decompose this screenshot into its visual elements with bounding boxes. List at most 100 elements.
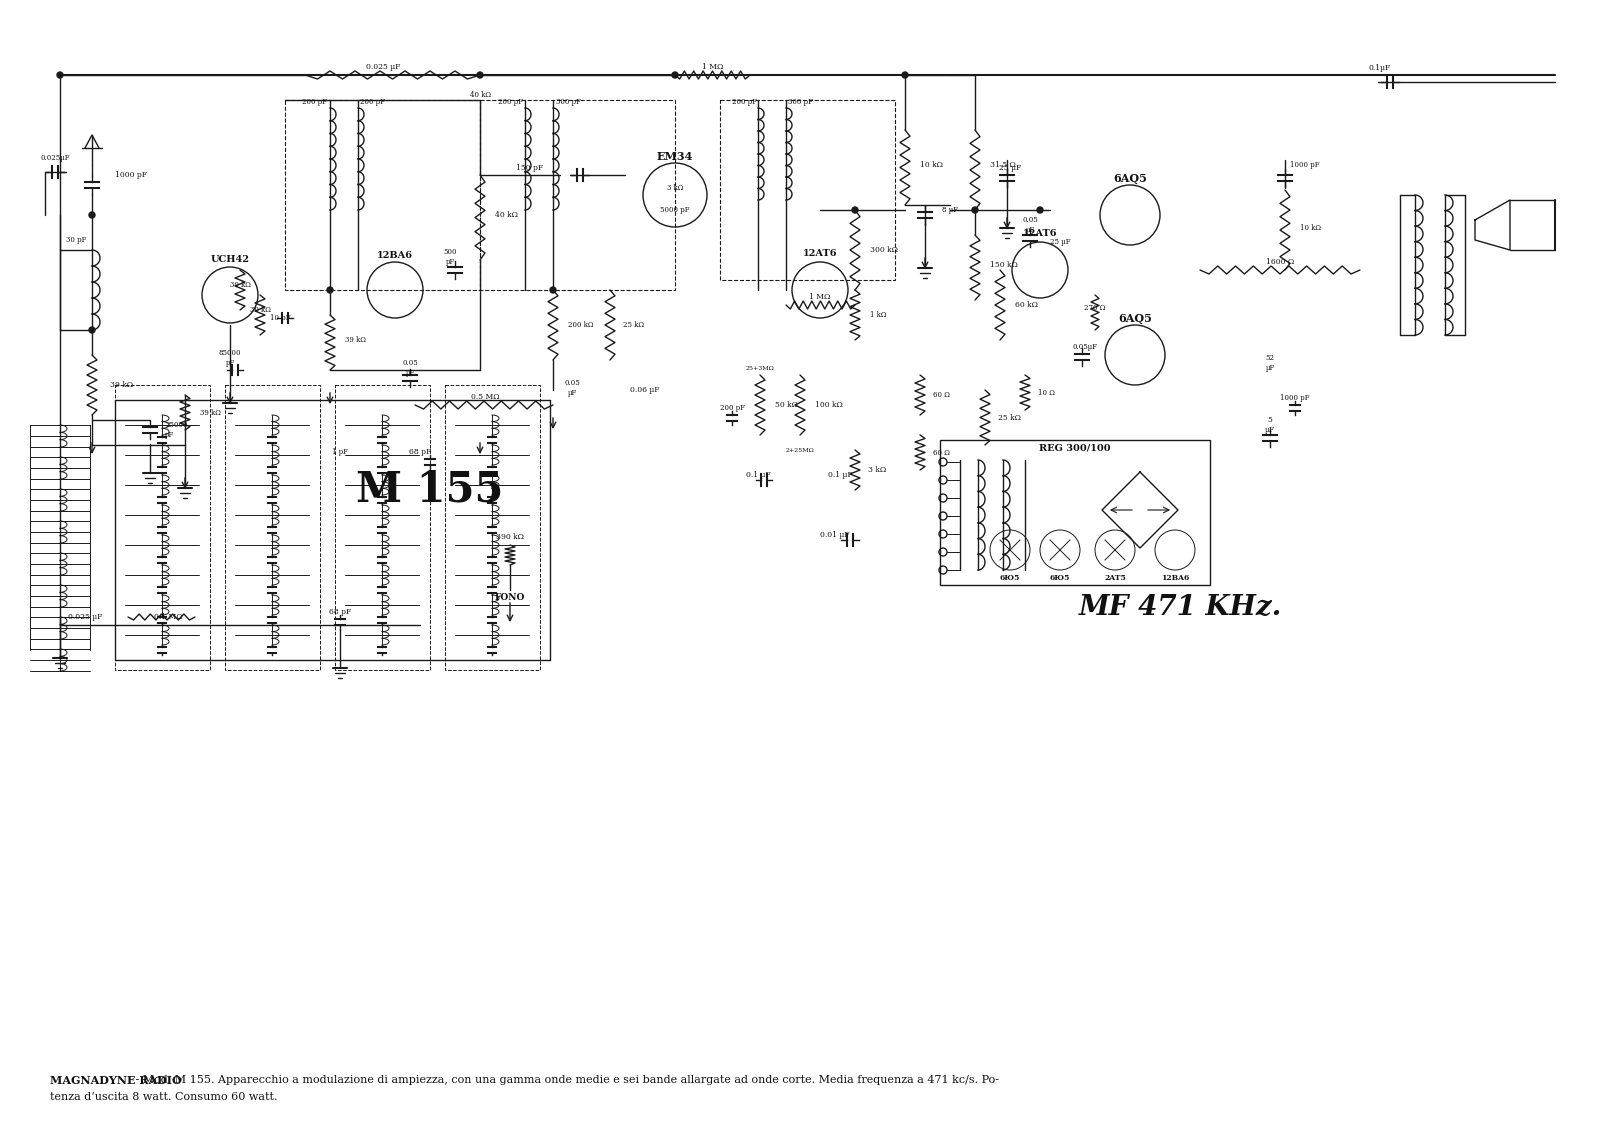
Circle shape [1037, 207, 1043, 213]
Text: 0.025µF: 0.025µF [40, 154, 70, 162]
Text: 60 Ω: 60 Ω [933, 391, 950, 399]
Text: 500
pF: 500 pF [443, 249, 456, 266]
Text: 25 µF: 25 µF [1050, 238, 1070, 247]
Text: 39 kΩ: 39 kΩ [110, 381, 133, 389]
Text: 85000
pF: 85000 pF [219, 349, 242, 366]
Text: REG 300/100: REG 300/100 [1038, 443, 1110, 452]
Text: 12AT6: 12AT6 [1022, 228, 1058, 238]
Text: 6AQ5: 6AQ5 [1118, 312, 1152, 323]
Text: 0.06 µF: 0.06 µF [630, 386, 659, 394]
Text: 8 µF: 8 µF [942, 206, 958, 214]
Text: 0.1µF: 0.1µF [1370, 64, 1390, 72]
Text: 270 Ω: 270 Ω [1085, 304, 1106, 312]
Text: 39 kΩ: 39 kΩ [200, 409, 221, 417]
Text: 1000 pF: 1000 pF [115, 171, 147, 179]
Circle shape [58, 72, 62, 78]
Text: 0.025 µF: 0.025 µF [67, 613, 102, 621]
Circle shape [672, 72, 678, 78]
Text: 300 pF: 300 pF [787, 98, 813, 106]
Text: 200 kΩ: 200 kΩ [568, 321, 594, 329]
Text: 6Ю5: 6Ю5 [1000, 575, 1021, 582]
Text: 25 µF: 25 µF [998, 164, 1021, 172]
Text: 12AT6: 12AT6 [803, 249, 837, 258]
Text: 6AQ5: 6AQ5 [1114, 173, 1147, 183]
Text: 200 pF: 200 pF [360, 98, 384, 106]
Text: 68 pF: 68 pF [410, 448, 430, 456]
Bar [480, 100, 675, 290]
Bar [941, 440, 1210, 585]
Text: 39 kΩ: 39 kΩ [346, 336, 366, 344]
Text: 2+25MΩ: 2+25MΩ [786, 448, 814, 452]
Text: 30 pF: 30 pF [66, 236, 86, 244]
Text: 1 MΩ: 1 MΩ [702, 63, 723, 71]
Text: 1 MΩ: 1 MΩ [810, 293, 830, 301]
Text: 50 kΩ: 50 kΩ [774, 402, 798, 409]
Text: 5
µF: 5 µF [1266, 416, 1275, 433]
Text: 0.5 MΩ: 0.5 MΩ [470, 392, 499, 402]
Text: 30 kΩ: 30 kΩ [250, 307, 270, 314]
Text: 0.1 µF: 0.1 µF [746, 470, 770, 480]
Text: 300 kΩ: 300 kΩ [870, 247, 898, 254]
Circle shape [90, 211, 94, 218]
Text: 10 kΩ: 10 kΩ [1299, 224, 1322, 232]
Text: 40 kΩ: 40 kΩ [494, 211, 518, 219]
Text: 200 pF: 200 pF [302, 98, 328, 106]
Text: 0.1 µF: 0.1 µF [827, 470, 853, 480]
Bar [720, 100, 894, 280]
Text: UCH42: UCH42 [211, 256, 250, 265]
Text: 31.5 Ω: 31.5 Ω [990, 161, 1016, 169]
Text: 40 kΩ: 40 kΩ [469, 90, 491, 100]
Text: 3 kΩ: 3 kΩ [667, 184, 683, 192]
Text: M 155: M 155 [357, 469, 504, 511]
Text: 5000 pF: 5000 pF [661, 206, 690, 214]
Text: 1000 pF: 1000 pF [1280, 394, 1310, 402]
Text: 1 pF: 1 pF [333, 448, 349, 456]
Text: 3 kΩ: 3 kΩ [867, 466, 886, 474]
Text: 200 pF: 200 pF [498, 98, 523, 106]
Text: 25000
pF: 25000 pF [165, 422, 187, 439]
Circle shape [90, 327, 94, 333]
Text: 0.025 µF: 0.025 µF [366, 63, 400, 71]
Text: 1 kΩ: 1 kΩ [870, 311, 886, 319]
Text: 0.01 µF: 0.01 µF [821, 530, 850, 539]
Text: 0.05
µF: 0.05 µF [402, 360, 418, 377]
Text: 10 pF: 10 pF [270, 314, 290, 322]
Text: 52
µF: 52 µF [1266, 354, 1275, 372]
Text: EM34: EM34 [658, 152, 693, 163]
Bar [334, 385, 430, 670]
Circle shape [550, 287, 557, 293]
Text: 1600 Ω: 1600 Ω [1266, 258, 1294, 266]
Text: 300 pF: 300 pF [555, 98, 581, 106]
Text: 100 kΩ: 100 kΩ [814, 402, 843, 409]
Text: 390 kΩ: 390 kΩ [496, 533, 525, 541]
Text: 0.05µF: 0.05µF [1072, 343, 1098, 351]
Text: 25 kΩ: 25 kΩ [622, 321, 643, 329]
Text: 25+3MΩ: 25+3MΩ [746, 365, 774, 371]
Text: - Mod. M 155. Apparecchio a modulazione di ampiezza, con una gamma onde medie e : - Mod. M 155. Apparecchio a modulazione … [133, 1074, 1000, 1085]
Text: FONO: FONO [494, 594, 525, 603]
Bar [115, 385, 210, 670]
Text: 30 kΩ: 30 kΩ [229, 280, 251, 290]
Bar [226, 385, 320, 670]
Text: 0.1 MΩ: 0.1 MΩ [154, 613, 182, 621]
Text: 68 pF: 68 pF [330, 608, 350, 616]
Text: tenza d’uscita 8 watt. Consumo 60 watt.: tenza d’uscita 8 watt. Consumo 60 watt. [50, 1093, 277, 1102]
Text: MF 471 KHz.: MF 471 KHz. [1078, 595, 1282, 622]
Bar [445, 385, 541, 670]
Text: 200 pF: 200 pF [733, 98, 757, 106]
Text: 6Ю5: 6Ю5 [1050, 575, 1070, 582]
Circle shape [851, 207, 858, 213]
Text: 10 kΩ: 10 kΩ [920, 161, 942, 169]
Text: 200 pF: 200 pF [720, 404, 744, 412]
Text: 12BA6: 12BA6 [378, 250, 413, 259]
Text: 12BA6: 12BA6 [1162, 575, 1189, 582]
Text: 0.05
µF: 0.05 µF [565, 379, 579, 397]
Text: MAGNADYNE RADIO: MAGNADYNE RADIO [50, 1074, 182, 1086]
Text: 25 kΩ: 25 kΩ [998, 414, 1021, 422]
Text: 150 pF: 150 pF [517, 164, 544, 172]
Text: 150 kΩ: 150 kΩ [990, 261, 1018, 269]
Text: 60 Ω: 60 Ω [933, 449, 950, 457]
Text: 10 Ω: 10 Ω [1038, 389, 1054, 397]
Circle shape [973, 207, 978, 213]
Text: 2AT5: 2AT5 [1104, 575, 1126, 582]
